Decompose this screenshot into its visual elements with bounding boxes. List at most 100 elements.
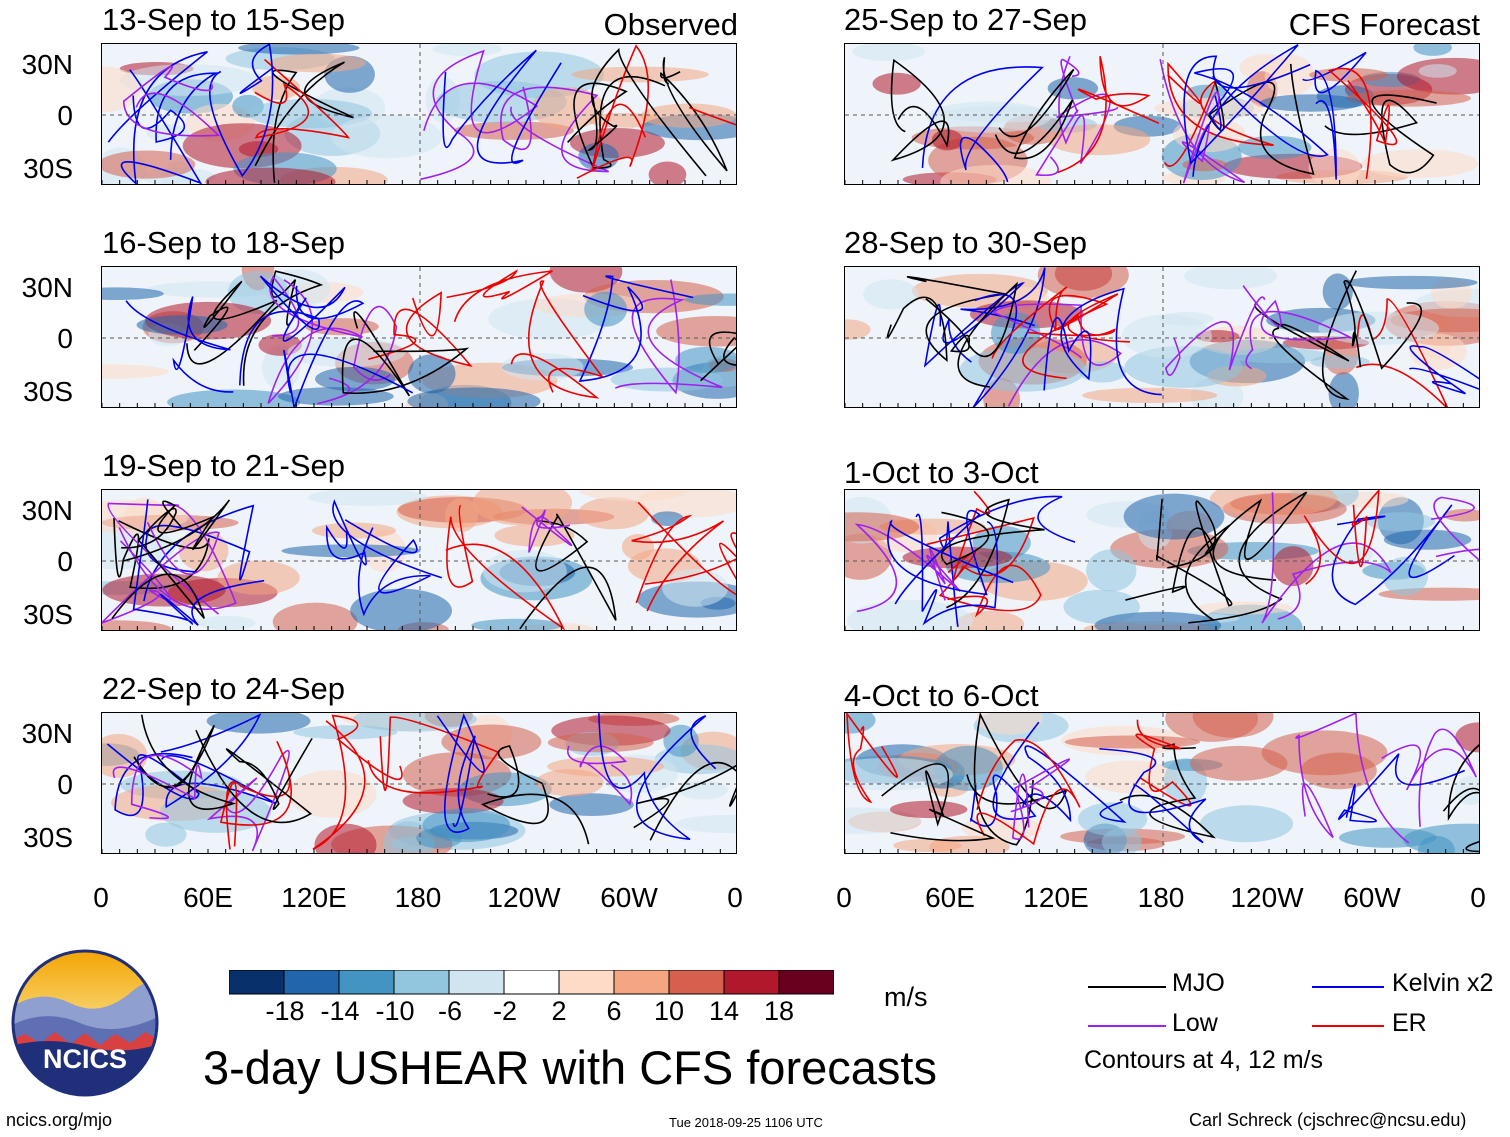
lat-label-eq: 0 — [57, 323, 73, 354]
wave-contour — [106, 743, 200, 817]
wave-contour — [660, 57, 728, 172]
map-panel-observed-4 — [101, 712, 737, 854]
lat-label-eq: 0 — [57, 100, 73, 131]
shear-anomaly-blob — [350, 588, 452, 630]
lat-label-30n: 30N — [21, 49, 73, 80]
shear-anomaly-blob — [674, 814, 736, 834]
shear-anomaly-blob — [331, 115, 443, 159]
shear-anomaly-blob — [1094, 611, 1222, 630]
wave-contour — [1302, 51, 1367, 180]
shear-anomaly-blob — [959, 347, 1087, 392]
map-panel-observed-2 — [101, 266, 737, 408]
shear-anomaly-blob — [197, 615, 256, 630]
map-panel-observed-1 — [101, 43, 737, 185]
wave-contour — [242, 270, 324, 386]
shear-anomaly-blob — [579, 490, 689, 501]
wave-contour — [254, 58, 351, 139]
lat-label-30n: 30N — [21, 272, 73, 303]
shear-anomaly-blob — [1382, 556, 1428, 596]
credit: Carl Schreck (cjschrec@ncsu.edu) — [1189, 1110, 1467, 1130]
colorbar-label: 14 — [708, 996, 740, 1026]
wave-contour — [510, 280, 605, 399]
shear-anomaly-blob — [1085, 760, 1178, 794]
wave-contour — [267, 275, 363, 404]
lon-label: 60W — [600, 882, 658, 913]
shear-anomaly-blob — [494, 524, 575, 547]
shear-anomaly-blob — [287, 337, 406, 367]
wave-contour — [576, 44, 650, 179]
timestamp: Tue 2018-09-25 1106 UTC — [669, 1115, 823, 1130]
shear-anomaly-blob — [453, 121, 575, 140]
shear-anomaly-blob — [656, 316, 736, 347]
shear-anomaly-blob — [1086, 549, 1137, 592]
colorbar-label: 6 — [606, 996, 622, 1026]
legend-er: ER — [1392, 1009, 1427, 1037]
colorbar-label: 10 — [653, 996, 685, 1026]
wave-contour — [1337, 753, 1466, 823]
wave-contour — [239, 275, 346, 386]
shear-anomaly-blob — [1403, 823, 1479, 853]
shear-anomaly-blob — [863, 279, 919, 310]
shear-anomaly-blob — [940, 164, 1052, 184]
wave-contour — [1057, 56, 1160, 174]
shear-anomaly-blob — [675, 346, 736, 374]
panel-title: 25-Sep to 27-Sep — [844, 2, 1088, 37]
wave-contour — [445, 504, 566, 630]
shear-anomaly-blob — [1455, 722, 1479, 753]
wave-contour — [993, 303, 1123, 407]
wave-contour — [976, 738, 1081, 846]
shear-anomaly-blob — [926, 101, 1051, 133]
wave-contour — [132, 499, 265, 626]
wave-contour — [1254, 270, 1358, 400]
wave-contour — [1194, 68, 1329, 157]
main-title: 3-day USHEAR with CFS forecasts — [203, 1041, 937, 1094]
wave-contour — [122, 65, 221, 137]
shear-anomaly-blob — [315, 366, 396, 392]
lat-label-30n: 30N — [21, 495, 73, 526]
colorbar-swatch — [723, 969, 780, 995]
shear-anomaly-blob — [304, 318, 379, 336]
wave-contour — [1010, 758, 1071, 840]
shear-anomaly-blob — [640, 103, 736, 128]
wave-contour — [368, 291, 473, 368]
shear-anomaly-blob — [102, 150, 196, 179]
wave-contour — [1324, 94, 1437, 174]
shear-anomaly-blob — [445, 497, 479, 533]
wave-contour — [586, 47, 707, 177]
wave-contour — [317, 305, 398, 405]
shear-anomaly-blob — [678, 780, 728, 800]
wave-contour — [598, 713, 717, 841]
wave-contour — [1408, 345, 1479, 395]
shear-anomaly-blob — [845, 319, 871, 340]
wave-contour — [881, 763, 996, 842]
shear-anomaly-blob — [102, 66, 142, 113]
observed-label: Observed — [603, 7, 738, 42]
shear-anomaly-blob — [1082, 387, 1218, 404]
colorbar-swatch — [338, 969, 395, 995]
map-panel-forecast-2 — [844, 266, 1480, 408]
website-link[interactable]: ncics.org/mjo — [6, 1110, 113, 1130]
lon-label: 120W — [487, 882, 561, 913]
panel-title: 22-Sep to 24-Sep — [102, 671, 346, 706]
wave-contour — [940, 498, 1045, 609]
shear-anomaly-blob — [102, 287, 164, 301]
ncics-logo: NCICS — [10, 948, 160, 1098]
shear-anomaly-blob — [648, 161, 687, 184]
colorbar-swatch — [778, 969, 835, 995]
wave-contour — [1125, 524, 1231, 622]
shear-anomaly-blob — [1383, 529, 1472, 550]
shear-anomaly-blob — [1173, 116, 1246, 153]
shear-anomaly-blob — [571, 66, 709, 83]
shear-anomaly-blob — [1079, 361, 1127, 383]
wave-contour — [1043, 287, 1162, 396]
shear-anomaly-blob — [1196, 601, 1293, 615]
shear-anomaly-blob — [102, 500, 190, 533]
wave-contour — [1303, 490, 1380, 585]
wave-contour — [143, 504, 255, 602]
wave-contour — [132, 72, 219, 160]
colorbar-swatch — [283, 969, 340, 995]
wave-contour — [991, 286, 1109, 380]
wave-contour — [886, 275, 1006, 363]
colorbar-label: -2 — [492, 996, 517, 1026]
colorbar — [228, 969, 835, 1001]
